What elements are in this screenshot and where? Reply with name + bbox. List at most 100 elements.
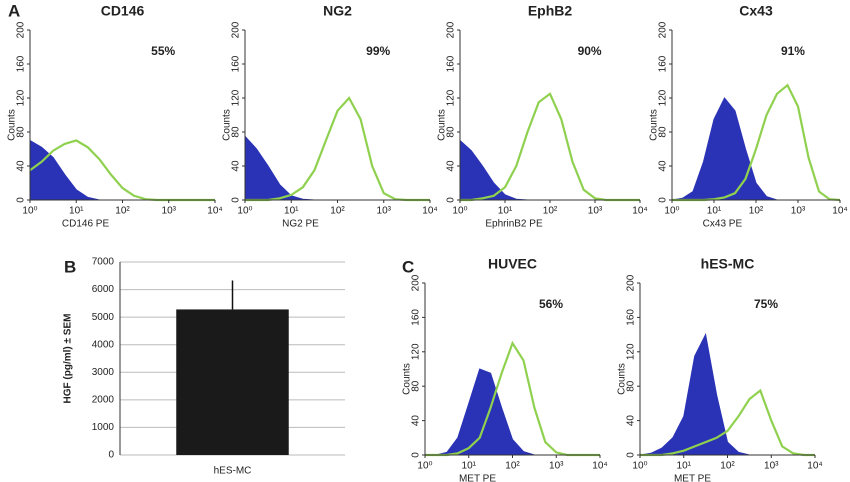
y-tick-label: 40 — [231, 160, 242, 172]
y-tick-label: 40 — [658, 160, 669, 172]
chart-title: HUVEC — [488, 256, 537, 272]
y-tick-label: 1000 — [92, 422, 115, 433]
annotation: 75% — [754, 297, 778, 311]
x-tick-label: 10⁰ — [664, 206, 679, 217]
chart-title: CD146 — [101, 3, 145, 19]
x-tick-label: 10⁴ — [207, 206, 222, 217]
x-axis-label: NG2 PE — [282, 219, 319, 230]
chart-title: EphB2 — [528, 3, 573, 19]
x-tick-label: 10³ — [162, 206, 177, 217]
x-tick-label: 10² — [749, 206, 764, 217]
y-axis-label: Counts — [649, 109, 660, 141]
y-tick-label: 3000 — [92, 367, 115, 378]
histogram-area — [425, 368, 600, 456]
histogram-area — [459, 139, 640, 201]
y-tick-label: 160 — [626, 309, 637, 326]
x-tick-label: 10¹ — [677, 461, 692, 472]
y-tick-label: 2000 — [92, 394, 115, 405]
histogram-line — [245, 96, 430, 202]
y-tick-label: 80 — [16, 126, 27, 138]
y-axis-label: Counts — [222, 109, 233, 141]
y-tick-label: 40 — [626, 415, 637, 427]
x-tick-label: hES-MC — [214, 466, 252, 477]
chart-title: Cx43 — [739, 3, 773, 19]
x-tick-label: 10² — [720, 461, 735, 472]
x-tick-label: 10¹ — [462, 461, 477, 472]
y-tick-label: 80 — [626, 380, 637, 392]
x-tick-label: 10² — [330, 206, 345, 217]
x-tick-label: 10⁴ — [832, 206, 847, 217]
y-tick-label: 120 — [411, 343, 422, 360]
y-tick-label: 160 — [16, 55, 27, 72]
y-axis-label: Counts — [402, 363, 413, 395]
y-tick-label: 160 — [231, 55, 242, 72]
x-axis-label: EphrinB2 PE — [485, 219, 543, 230]
y-tick-label: 160 — [658, 55, 669, 72]
y-tick-label: 6000 — [92, 284, 115, 295]
x-tick-label: 10³ — [588, 206, 603, 217]
y-tick-label: 160 — [411, 309, 422, 326]
y-tick-label: 120 — [446, 89, 457, 106]
y-tick-label: 80 — [658, 126, 669, 138]
y-axis-label: Counts — [437, 109, 448, 141]
histogram-area — [639, 333, 815, 456]
y-tick-label: 120 — [231, 89, 242, 106]
histogram-line — [640, 388, 815, 457]
chart-title: NG2 — [323, 3, 352, 19]
x-tick-label: 10³ — [791, 206, 806, 217]
y-tick-label: 200 — [411, 274, 422, 291]
y-tick-label: 120 — [16, 89, 27, 106]
y-axis-label: Counts — [7, 109, 18, 141]
y-tick-label: 80 — [231, 126, 242, 138]
y-tick-label: 40 — [16, 160, 27, 172]
y-tick-label: 5000 — [92, 312, 115, 323]
x-axis-label: CD146 PE — [62, 219, 110, 230]
annotation: 56% — [539, 297, 563, 311]
y-tick-label: 0 — [108, 450, 114, 461]
y-tick-label: 160 — [446, 55, 457, 72]
x-tick-label: 10⁴ — [807, 461, 822, 472]
y-axis-label: Counts — [617, 363, 628, 395]
y-tick-label: 200 — [626, 274, 637, 291]
annotation: 55% — [151, 44, 175, 58]
y-tick-label: 0 — [16, 197, 27, 203]
y-tick-label: 200 — [16, 21, 27, 38]
y-tick-label: 0 — [658, 197, 669, 203]
x-tick-label: 10⁰ — [417, 461, 432, 472]
x-tick-label: 10¹ — [284, 206, 299, 217]
x-tick-label: 10² — [543, 206, 558, 217]
panel-letter: B — [64, 257, 76, 276]
histogram-area — [29, 139, 215, 201]
annotation: 91% — [781, 44, 805, 58]
x-tick-label: 10² — [505, 461, 520, 472]
histogram-area — [244, 135, 430, 201]
x-axis-label: MET PE — [674, 474, 711, 482]
x-tick-label: 10³ — [377, 206, 392, 217]
annotation: 99% — [366, 44, 390, 58]
x-tick-label: 10¹ — [707, 206, 722, 217]
x-tick-label: 10⁰ — [22, 206, 37, 217]
x-tick-label: 10³ — [549, 461, 564, 472]
y-tick-label: 120 — [658, 89, 669, 106]
y-tick-label: 200 — [446, 21, 457, 38]
panel-letter: A — [8, 1, 20, 20]
y-tick-label: 0 — [411, 452, 422, 458]
x-axis-label: Cx43 PE — [703, 219, 743, 230]
y-tick-label: 0 — [446, 197, 457, 203]
y-tick-label: 40 — [411, 415, 422, 427]
x-tick-label: 10⁰ — [452, 206, 467, 217]
x-tick-label: 10³ — [764, 461, 779, 472]
x-tick-label: 10⁴ — [422, 206, 437, 217]
y-tick-label: 200 — [658, 21, 669, 38]
x-tick-label: 10⁴ — [592, 461, 607, 472]
x-axis-label: MET PE — [459, 474, 496, 482]
y-tick-label: 80 — [411, 380, 422, 392]
panel-letter: C — [402, 257, 414, 276]
y-tick-label: 200 — [231, 21, 242, 38]
x-tick-label: 10² — [115, 206, 130, 217]
annotation: 90% — [578, 44, 602, 58]
x-tick-label: 10¹ — [498, 206, 513, 217]
x-tick-label: 10⁰ — [237, 206, 252, 217]
y-tick-label: 7000 — [92, 257, 115, 268]
